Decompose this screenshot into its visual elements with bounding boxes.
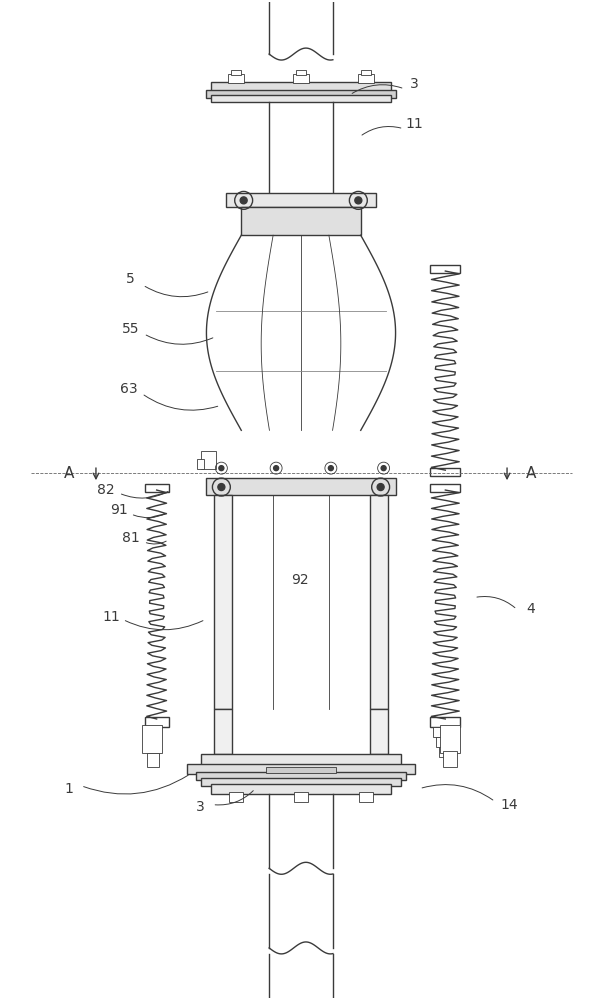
Bar [232, 70, 241, 75]
Text: A: A [526, 466, 536, 481]
Bar [443, 751, 457, 767]
Bar [142, 725, 162, 753]
Bar [370, 495, 388, 709]
Bar [226, 193, 376, 207]
Text: 3: 3 [196, 800, 205, 814]
Bar [215, 495, 232, 709]
Text: 82: 82 [97, 483, 115, 497]
Circle shape [219, 466, 224, 471]
Bar [266, 767, 336, 773]
Bar [431, 265, 460, 273]
Bar [359, 792, 373, 802]
Bar [197, 772, 406, 780]
Bar [215, 709, 232, 754]
Text: 5: 5 [127, 272, 135, 286]
Bar [440, 747, 451, 757]
Text: 1: 1 [65, 782, 74, 796]
Bar [293, 74, 309, 83]
Bar [212, 95, 391, 102]
Bar [201, 778, 400, 786]
Bar [206, 478, 396, 495]
Circle shape [240, 197, 247, 204]
Bar [440, 725, 460, 753]
Text: 11: 11 [406, 117, 423, 131]
Bar [294, 792, 308, 802]
Bar [147, 753, 159, 767]
Circle shape [274, 466, 279, 471]
Bar [431, 484, 460, 492]
Text: 81: 81 [122, 531, 140, 545]
Bar [212, 82, 391, 94]
Text: 63: 63 [120, 382, 137, 396]
Bar [206, 90, 396, 98]
Text: 3: 3 [410, 77, 419, 91]
Text: 11: 11 [102, 610, 120, 624]
Bar [358, 74, 374, 83]
Bar [296, 70, 306, 75]
Bar [145, 717, 169, 727]
Bar [370, 709, 388, 754]
Circle shape [381, 466, 386, 471]
Bar [434, 727, 457, 737]
Bar [212, 784, 391, 794]
Bar [145, 484, 169, 492]
Bar [361, 70, 371, 75]
Bar [229, 792, 243, 802]
Text: 14: 14 [500, 798, 518, 812]
Circle shape [377, 484, 384, 491]
Bar [229, 74, 244, 83]
Bar [431, 468, 460, 476]
Bar [431, 717, 460, 727]
Text: 91: 91 [110, 503, 128, 517]
Text: 92: 92 [291, 573, 309, 587]
Bar [241, 207, 361, 235]
Circle shape [329, 466, 333, 471]
Bar [437, 737, 454, 747]
Bar [197, 459, 204, 469]
Text: A: A [64, 466, 74, 481]
Text: 4: 4 [526, 602, 535, 616]
Circle shape [218, 484, 225, 491]
Bar [186, 764, 415, 774]
Bar [201, 451, 216, 469]
Circle shape [355, 197, 362, 204]
Text: 55: 55 [122, 322, 139, 336]
Bar [201, 754, 400, 768]
